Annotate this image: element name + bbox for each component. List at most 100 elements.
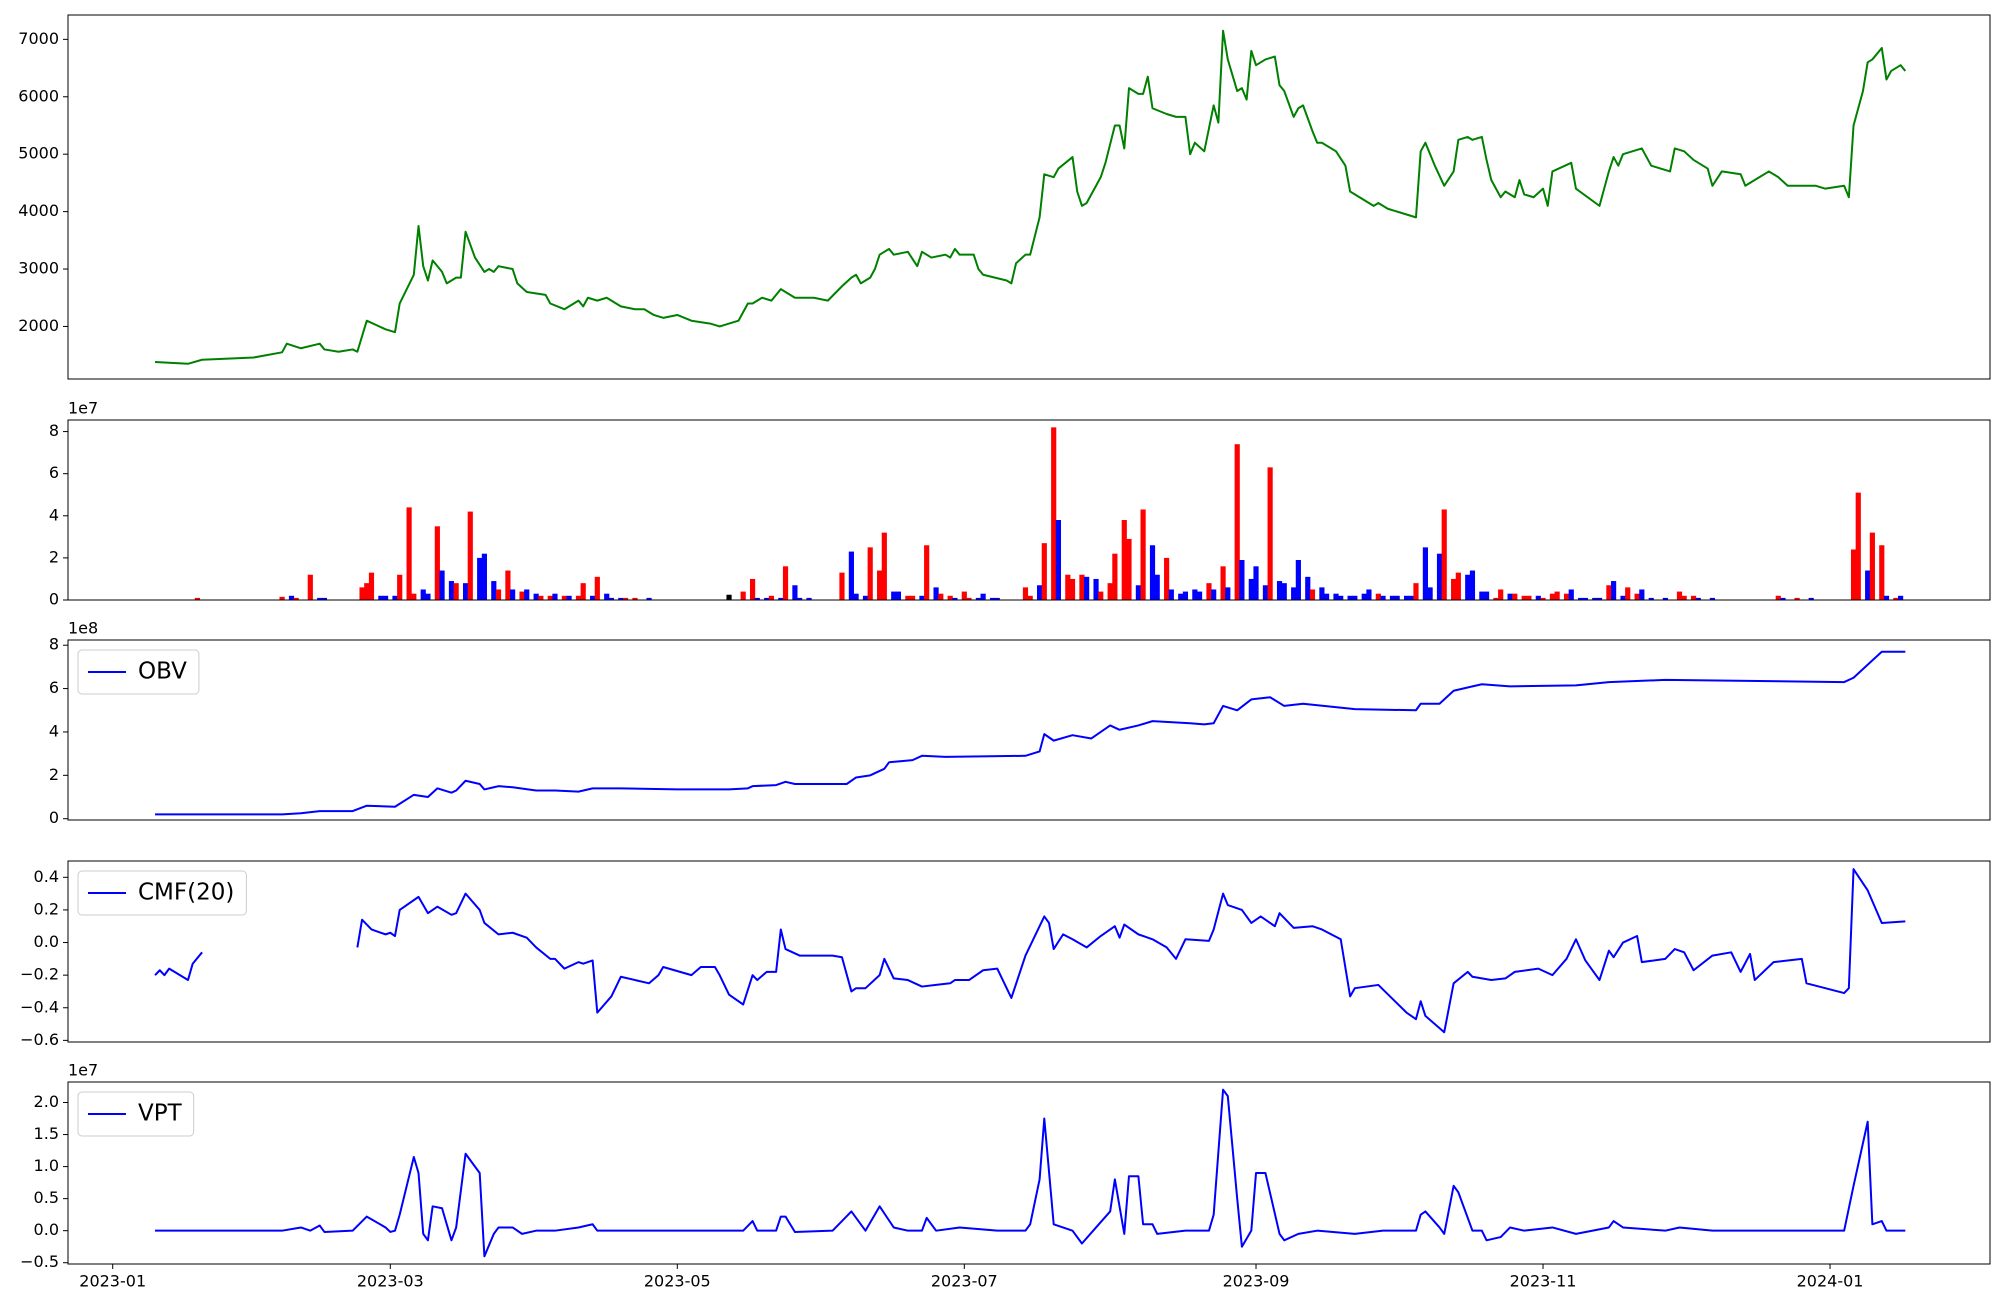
volume-bar xyxy=(1098,591,1104,600)
volume-bar xyxy=(524,589,530,600)
volume-bar xyxy=(1625,587,1631,600)
volume-bar xyxy=(495,589,502,600)
axis-offset-label: 1e8 xyxy=(68,619,98,638)
volume-bar xyxy=(1408,595,1414,600)
line-series xyxy=(154,29,1907,365)
volume-bar xyxy=(1898,595,1904,600)
y-tick-label: 0.0 xyxy=(34,1220,59,1239)
volume-bar xyxy=(1319,587,1325,600)
y-tick-label: 0 xyxy=(49,590,59,609)
y-tick-label: −0.4 xyxy=(20,997,59,1016)
volume-bar xyxy=(1309,589,1316,600)
volume-bar xyxy=(1262,585,1269,600)
y-tick-label: 2000 xyxy=(18,316,59,335)
volume-bar xyxy=(1324,593,1330,600)
legend-box xyxy=(77,649,200,695)
volume-bar xyxy=(1220,566,1226,600)
volume-bar xyxy=(877,570,883,600)
volume-bar xyxy=(1662,597,1668,600)
y-tick-label: 0.0 xyxy=(34,932,59,951)
volume-bar xyxy=(406,507,412,600)
volume-bar xyxy=(307,574,313,600)
volume-bar xyxy=(994,597,1000,600)
volume-bar xyxy=(778,597,784,600)
volume-bar xyxy=(1126,538,1132,600)
volume-bar xyxy=(1055,520,1061,600)
volume-bar xyxy=(1568,589,1574,600)
line-series xyxy=(155,650,1906,816)
volume-bar xyxy=(754,597,760,600)
volume-bar xyxy=(919,595,925,600)
y-tick-label: 0 xyxy=(49,808,59,827)
volume-bar xyxy=(392,595,398,600)
panel: 2000 3000 4000 5000 6000 7000 xyxy=(18,14,1991,380)
volume-bar xyxy=(740,591,746,600)
volume-bar xyxy=(1512,593,1518,600)
volume-bar xyxy=(279,596,285,600)
volume-bar xyxy=(1234,444,1240,600)
volume-bar xyxy=(1436,553,1443,600)
volume-bar xyxy=(1413,583,1419,600)
y-tick-label: 0.4 xyxy=(34,867,59,886)
volume-bar xyxy=(1422,547,1428,600)
volume-bar xyxy=(1121,520,1127,600)
x-tick-label: 2023-05 xyxy=(644,1272,711,1291)
legend-label: CMF(20) xyxy=(138,880,234,906)
volume-bar xyxy=(980,593,986,600)
y-tick-label: 6 xyxy=(49,678,59,697)
volume-bar xyxy=(848,551,854,600)
volume-bar xyxy=(547,595,553,600)
volume-bar xyxy=(989,597,996,600)
volume-bar xyxy=(1865,570,1871,600)
volume-bar xyxy=(368,572,375,600)
volume-bar xyxy=(909,595,916,600)
y-tick-label: −0.6 xyxy=(20,1030,59,1049)
volume-bar xyxy=(1521,595,1527,600)
volume-bar xyxy=(862,595,869,600)
volume-bar xyxy=(1451,578,1457,600)
volume-bar xyxy=(1112,553,1118,600)
volume-bar xyxy=(618,597,624,600)
volume-bar xyxy=(622,597,629,600)
legend-label: OBV xyxy=(138,659,187,685)
volume-bar xyxy=(839,572,845,600)
volume-bar xyxy=(1883,595,1890,600)
volume-bar xyxy=(1455,572,1461,600)
volume-bar xyxy=(608,597,615,600)
volume-bar xyxy=(505,570,511,600)
panel: −0.5 0.0 0.5 1.0 1.5 2.0 1e7 2023-01 2023-03 2023… xyxy=(20,1061,1991,1291)
volume-bar xyxy=(194,597,200,600)
volume-bar xyxy=(966,597,972,600)
volume-bar xyxy=(533,593,539,600)
volume-bar xyxy=(1093,578,1099,600)
volume-bar xyxy=(1855,492,1861,600)
volume-bar xyxy=(566,595,572,600)
volume-bar xyxy=(1549,593,1556,600)
volume-bar xyxy=(1352,595,1358,600)
volume-bar xyxy=(1338,595,1344,600)
volume-bar xyxy=(1239,560,1245,600)
volume-bar xyxy=(1493,597,1499,600)
volume-bar xyxy=(1535,595,1541,600)
y-tick-label: 3000 xyxy=(18,259,59,278)
volume-bar xyxy=(1893,597,1899,600)
volume-bar xyxy=(364,583,370,600)
volume-bar xyxy=(1620,595,1626,600)
panel: 0 2 4 6 8 1e8 OBV xyxy=(49,619,1991,827)
volume-bar xyxy=(1639,589,1645,600)
volume-bar xyxy=(646,597,652,600)
volume-bar xyxy=(726,594,732,600)
volume-bar xyxy=(867,547,873,600)
volume-bar xyxy=(519,591,525,600)
axis-offset-label: 1e7 xyxy=(68,1061,98,1080)
y-tick-label: 0.5 xyxy=(34,1188,59,1207)
volume-bar xyxy=(1389,595,1396,600)
volume-bar xyxy=(434,526,440,600)
volume-bar xyxy=(1879,545,1885,600)
volume-bar xyxy=(293,597,299,600)
volume-bar xyxy=(1690,595,1697,600)
volume-bar xyxy=(1196,591,1203,600)
volume-bar xyxy=(1248,578,1254,600)
volume-bar xyxy=(1780,597,1786,600)
volume-bar xyxy=(1498,589,1504,600)
